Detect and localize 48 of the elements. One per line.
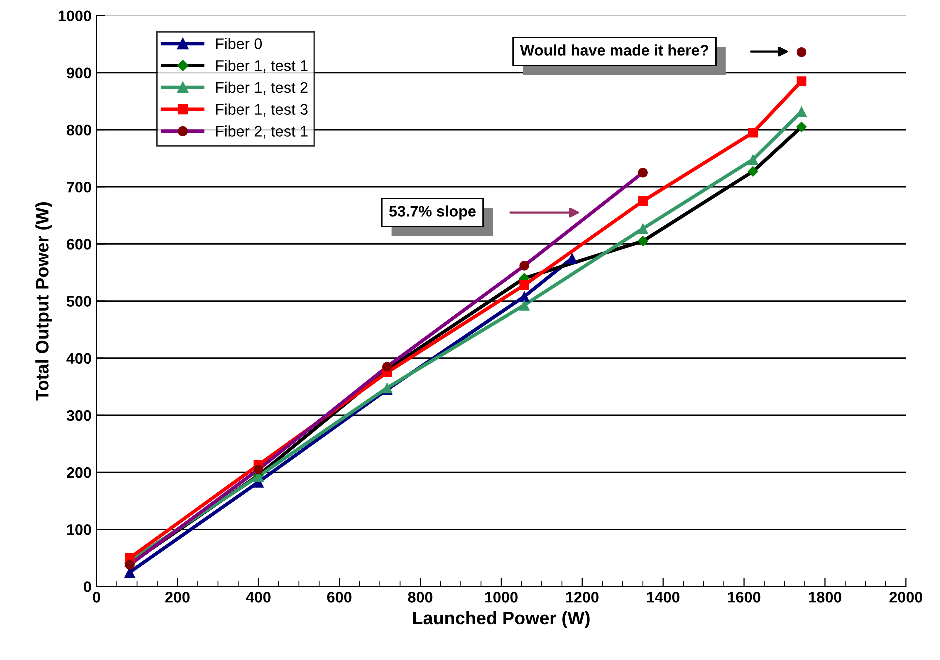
- y-tick-label: 500: [66, 296, 92, 307]
- x-tick-label: 800: [408, 592, 433, 603]
- y-tick-label: 700: [67, 182, 92, 193]
- y-tick-label: 100: [67, 524, 92, 536]
- point: [519, 291, 530, 302]
- point: [748, 166, 759, 178]
- x-tick-label: 1800: [809, 592, 842, 603]
- point: [520, 261, 530, 271]
- point: [748, 154, 759, 166]
- point: [748, 128, 758, 138]
- x-tick-label: 2000: [890, 592, 923, 603]
- y-tick-label: 900: [67, 68, 92, 79]
- legend-label: Fiber 2, test 1: [216, 126, 308, 139]
- x-tick-label: 0: [93, 592, 100, 603]
- point: [638, 196, 648, 206]
- y-tick-label: 1000: [58, 10, 92, 22]
- x-tick-label: 1000: [485, 592, 518, 603]
- point: [254, 464, 264, 475]
- legend-label: Fiber 1, test 3: [216, 104, 308, 117]
- point: [796, 76, 807, 86]
- y-tick-label: 300: [66, 410, 92, 422]
- x-tick-label: 200: [166, 592, 190, 603]
- point: [638, 223, 649, 234]
- point: [519, 300, 530, 311]
- y-tick-label: 400: [66, 353, 92, 364]
- x-tick-label: 400: [246, 592, 271, 603]
- point: [796, 122, 808, 133]
- x-tick-label: 1600: [728, 592, 761, 603]
- y-axis-title: Total Output Power (W): [36, 202, 52, 401]
- point: [382, 362, 392, 372]
- point: [638, 236, 649, 247]
- legend-label: Fiber 0: [216, 38, 262, 50]
- y-tick-label: 600: [67, 239, 92, 250]
- y-tick-label: 200: [67, 467, 92, 478]
- point: [796, 48, 807, 58]
- x-axis-title: Launched Power (W): [413, 611, 590, 628]
- annotation: Would have made it here?: [520, 44, 708, 56]
- annotation: 53.7% slope: [389, 206, 476, 220]
- point: [638, 168, 648, 178]
- y-tick-label: 800: [66, 124, 92, 136]
- y-tick-label: 0: [84, 582, 92, 592]
- legend-label: Fiber 1, test 2: [216, 82, 308, 95]
- legend-label: Fiber 1, test 1: [216, 60, 308, 74]
- x-tick-label: 1200: [566, 592, 599, 603]
- point: [520, 280, 530, 290]
- point: [566, 252, 578, 264]
- x-tick-label: 1400: [647, 592, 680, 603]
- x-tick-label: 600: [327, 592, 352, 603]
